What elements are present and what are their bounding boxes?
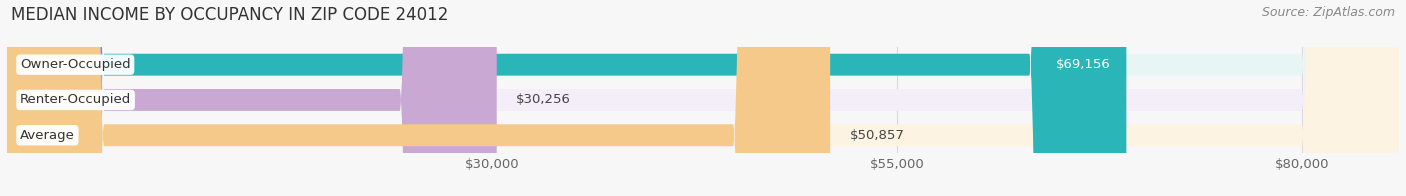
Text: Renter-Occupied: Renter-Occupied [20, 93, 131, 106]
Text: MEDIAN INCOME BY OCCUPANCY IN ZIP CODE 24012: MEDIAN INCOME BY OCCUPANCY IN ZIP CODE 2… [11, 6, 449, 24]
Text: $69,156: $69,156 [1056, 58, 1111, 71]
FancyBboxPatch shape [7, 0, 830, 196]
FancyBboxPatch shape [7, 0, 1399, 196]
Text: Owner-Occupied: Owner-Occupied [20, 58, 131, 71]
FancyBboxPatch shape [7, 0, 1399, 196]
Text: Source: ZipAtlas.com: Source: ZipAtlas.com [1261, 6, 1395, 19]
FancyBboxPatch shape [7, 0, 1399, 196]
Text: $50,857: $50,857 [849, 129, 904, 142]
FancyBboxPatch shape [7, 0, 496, 196]
FancyBboxPatch shape [7, 0, 1126, 196]
Text: Average: Average [20, 129, 75, 142]
Text: $30,256: $30,256 [516, 93, 571, 106]
